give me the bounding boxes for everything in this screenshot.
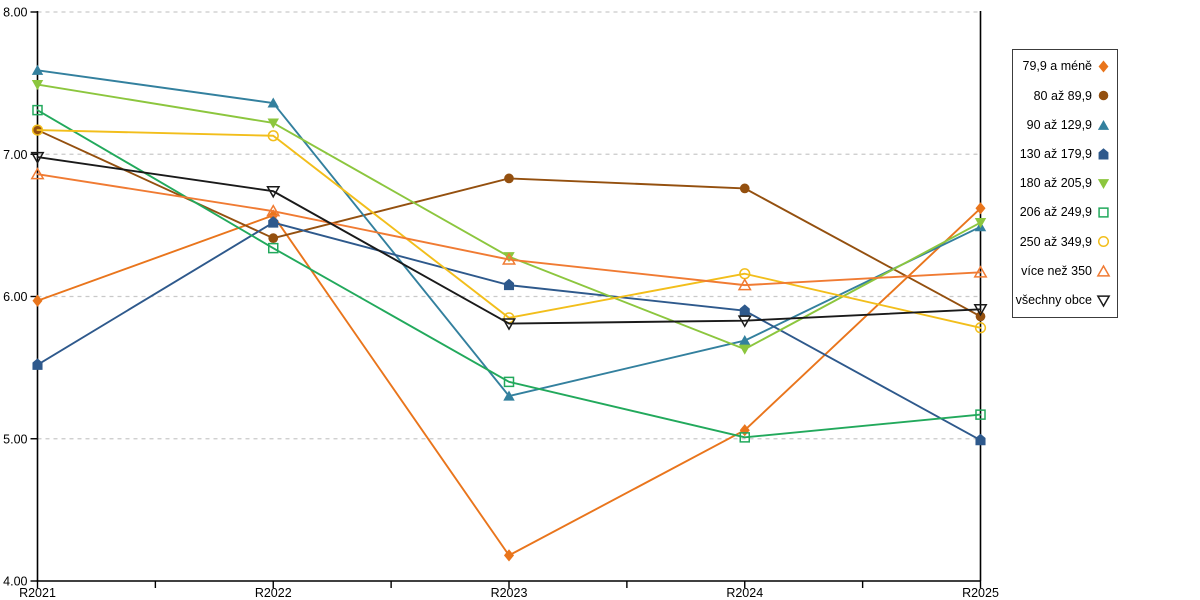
series-4 bbox=[31, 80, 987, 355]
triangle-up-marker bbox=[30, 167, 45, 180]
diamond-marker bbox=[32, 294, 43, 307]
series-line bbox=[36, 109, 982, 439]
legend-item: 79,9 a méně bbox=[1013, 53, 1117, 81]
series-6 bbox=[31, 124, 987, 334]
legend-label: 250 až 349,9 bbox=[1019, 234, 1092, 249]
series-7 bbox=[30, 167, 988, 291]
square-marker bbox=[503, 376, 515, 388]
legend-label: 79,9 a méně bbox=[1022, 59, 1093, 74]
series-line bbox=[36, 83, 982, 351]
triangle-up-marker bbox=[267, 97, 279, 108]
triangle-up-marker bbox=[737, 278, 752, 291]
series-5 bbox=[32, 104, 986, 443]
legend-item: 180 až 205,9 bbox=[1013, 169, 1117, 197]
diamond-icon bbox=[1098, 60, 1109, 73]
chart-legend: 79,9 a méně 80 až 89,9 90 až 129,9 130 až 1… bbox=[1012, 49, 1118, 318]
circle-marker bbox=[739, 183, 750, 194]
triangle-up-marker bbox=[501, 252, 517, 265]
y-tick-label: 5.00 bbox=[3, 432, 27, 446]
series-line bbox=[36, 156, 982, 325]
legend-label: 206 až 249,9 bbox=[1019, 205, 1092, 220]
triangle-down-marker bbox=[501, 318, 517, 331]
y-axis-ticks: 8.00 7.00 6.00 5.00 4.00 bbox=[3, 6, 38, 589]
triangle-up-icon bbox=[1097, 119, 1110, 130]
x-tick-label: R2025 bbox=[962, 586, 999, 600]
legend-label: 130 až 179,9 bbox=[1019, 147, 1092, 162]
legend-item: 206 až 249,9 bbox=[1013, 199, 1117, 227]
legend-item: 90 až 129,9 bbox=[1013, 111, 1117, 139]
x-tick-label: R2021 bbox=[19, 586, 56, 600]
circle-marker bbox=[268, 233, 279, 244]
square-marker bbox=[32, 104, 43, 116]
y-tick-label: 8.00 bbox=[3, 6, 27, 20]
circle-icon bbox=[1098, 91, 1109, 101]
pentagon-marker bbox=[739, 304, 750, 316]
triangle-down-marker bbox=[737, 315, 752, 328]
gridlines bbox=[37, 11, 981, 440]
series-line bbox=[36, 69, 982, 398]
circle-marker bbox=[31, 124, 44, 136]
legend-label: všechny obce bbox=[1015, 293, 1092, 308]
circle-marker bbox=[975, 311, 986, 322]
triangle-up-marker bbox=[266, 204, 281, 217]
series-2 bbox=[31, 64, 987, 401]
circle-marker bbox=[974, 322, 987, 334]
legend-item: 80 až 89,9 bbox=[1013, 82, 1117, 110]
series-3 bbox=[32, 216, 986, 446]
pentagon-marker bbox=[975, 433, 986, 446]
legend-label: 80 až 89,9 bbox=[1033, 88, 1092, 103]
triangle-down-icon bbox=[1097, 179, 1110, 189]
triangle-down-marker bbox=[266, 185, 281, 199]
series-line bbox=[36, 173, 982, 287]
triangle-down-marker bbox=[267, 118, 279, 129]
y-tick-label: 7.00 bbox=[3, 148, 27, 162]
triangle-down-marker bbox=[973, 304, 988, 317]
series-line bbox=[36, 129, 982, 329]
square-icon bbox=[1098, 207, 1109, 218]
x-tick-label: R2023 bbox=[491, 586, 528, 600]
legend-item: 130 až 179,9 bbox=[1013, 140, 1117, 168]
circle-icon bbox=[1097, 236, 1110, 248]
series-8 bbox=[30, 151, 988, 331]
legend-label: 180 až 205,9 bbox=[1019, 176, 1092, 191]
triangle-up-marker bbox=[31, 64, 44, 75]
triangle-down-marker bbox=[30, 151, 45, 165]
triangle-up-icon bbox=[1096, 264, 1111, 277]
legend-label: 90 až 129,9 bbox=[1026, 117, 1092, 132]
legend-label: více než 350 bbox=[1021, 263, 1092, 278]
pentagon-marker bbox=[268, 216, 279, 228]
square-marker bbox=[739, 432, 751, 443]
legend-item: všechny obce bbox=[1013, 286, 1117, 314]
pentagon-marker bbox=[503, 278, 515, 291]
triangle-down-marker bbox=[739, 344, 751, 355]
square-marker bbox=[267, 242, 279, 254]
y-tick-label: 6.00 bbox=[3, 290, 27, 304]
diamond-marker bbox=[975, 202, 986, 215]
legend-item: 250 až 349,9 bbox=[1013, 228, 1117, 256]
x-axis-ticks: R2021 R2022 R2023 R2024 R2025 bbox=[19, 581, 999, 600]
pentagon-icon bbox=[1098, 148, 1109, 160]
y-tick-label: 4.00 bbox=[3, 575, 27, 589]
triangle-down-marker bbox=[974, 218, 987, 229]
triangle-down-marker bbox=[503, 252, 515, 263]
triangle-up-marker bbox=[503, 390, 515, 401]
circle-marker bbox=[267, 130, 279, 142]
x-tick-label: R2022 bbox=[255, 586, 292, 600]
square-marker bbox=[975, 409, 986, 420]
circle-marker bbox=[504, 173, 514, 184]
pentagon-marker bbox=[32, 358, 43, 370]
triangle-up-marker bbox=[739, 335, 751, 346]
legend-item: více než 350 bbox=[1013, 257, 1117, 285]
triangle-down-marker bbox=[31, 80, 44, 91]
triangle-down-icon bbox=[1096, 295, 1111, 308]
triangle-up-marker bbox=[973, 265, 988, 278]
x-tick-label: R2024 bbox=[726, 586, 763, 600]
